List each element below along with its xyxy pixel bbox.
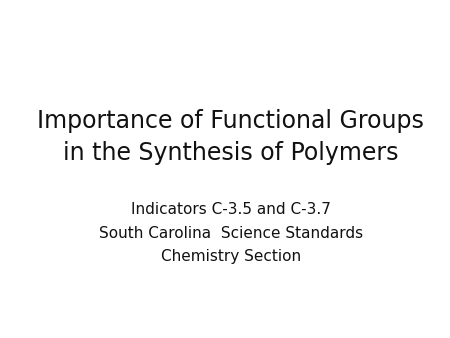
Text: Indicators C-3.5 and C-3.7: Indicators C-3.5 and C-3.7 xyxy=(130,202,331,217)
Text: South Carolina  Science Standards: South Carolina Science Standards xyxy=(99,226,363,241)
Text: Chemistry Section: Chemistry Section xyxy=(161,249,301,264)
Text: Importance of Functional Groups
in the Synthesis of Polymers: Importance of Functional Groups in the S… xyxy=(37,109,424,165)
